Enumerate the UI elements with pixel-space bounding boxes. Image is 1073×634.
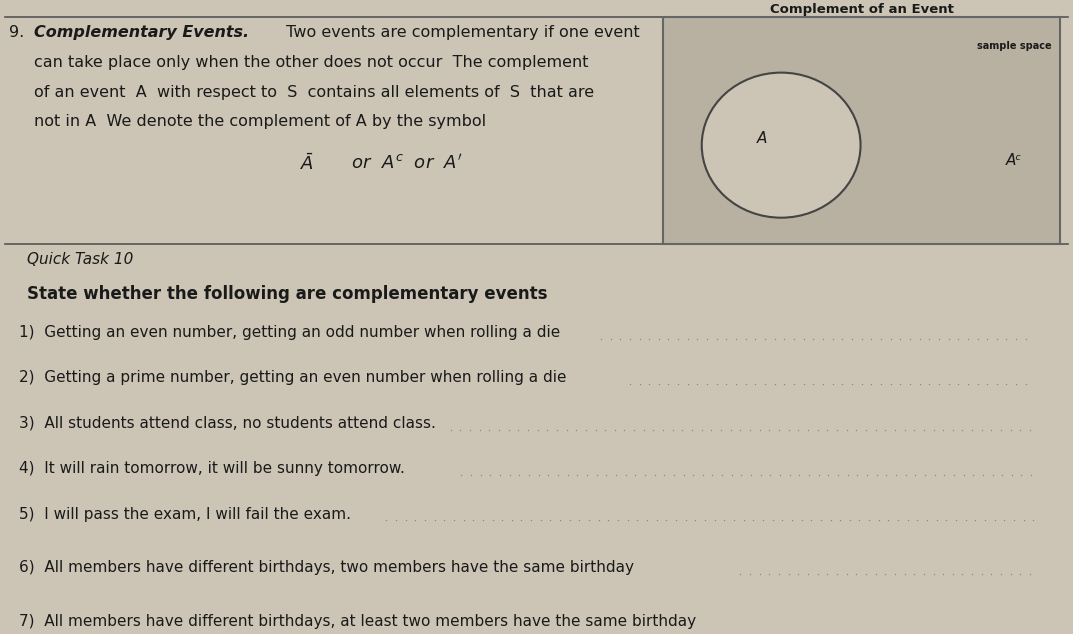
Text: Quick Task 10: Quick Task 10	[27, 252, 133, 268]
Text: not in A  We denote the complement of A by the symbol: not in A We denote the complement of A b…	[34, 114, 486, 129]
Text: 5)  I will pass the exam, I will fail the exam.: 5) I will pass the exam, I will fail the…	[19, 507, 351, 522]
Text: Complementary Events.: Complementary Events.	[34, 25, 249, 41]
Text: $\bar{A}$: $\bar{A}$	[300, 153, 314, 174]
Text: A: A	[756, 131, 767, 146]
Text: sample space: sample space	[976, 41, 1052, 51]
Text: can take place only when the other does not occur  The complement: can take place only when the other does …	[34, 55, 589, 70]
Text: State whether the following are complementary events: State whether the following are compleme…	[27, 285, 547, 303]
Text: 1)  Getting an even number, getting an odd number when rolling a die: 1) Getting an even number, getting an od…	[19, 325, 560, 340]
Ellipse shape	[702, 73, 861, 217]
Text: 7)  All members have different birthdays, at least two members have the same bir: 7) All members have different birthdays,…	[19, 614, 696, 629]
Text: 2)  Getting a prime number, getting an even number when rolling a die: 2) Getting a prime number, getting an ev…	[19, 370, 567, 385]
FancyBboxPatch shape	[663, 17, 1060, 244]
Text: 9.: 9.	[9, 25, 24, 41]
Text: 4)  It will rain tomorrow, it will be sunny tomorrow.: 4) It will rain tomorrow, it will be sun…	[19, 461, 406, 476]
Text: Aᶜ: Aᶜ	[1006, 153, 1021, 169]
Text: 6)  All members have different birthdays, two members have the same birthday: 6) All members have different birthdays,…	[19, 560, 634, 575]
Text: Complement of an Event: Complement of an Event	[769, 3, 954, 16]
Text: or  $A^{c}$  or  $A'$: or $A^{c}$ or $A'$	[346, 153, 462, 172]
Text: of an event  A  with respect to  S  contains all elements of  S  that are: of an event A with respect to S contains…	[34, 84, 594, 100]
Text: Two events are complementary if one event: Two events are complementary if one even…	[281, 25, 640, 41]
Text: 3)  All students attend class, no students attend class.: 3) All students attend class, no student…	[19, 416, 437, 430]
